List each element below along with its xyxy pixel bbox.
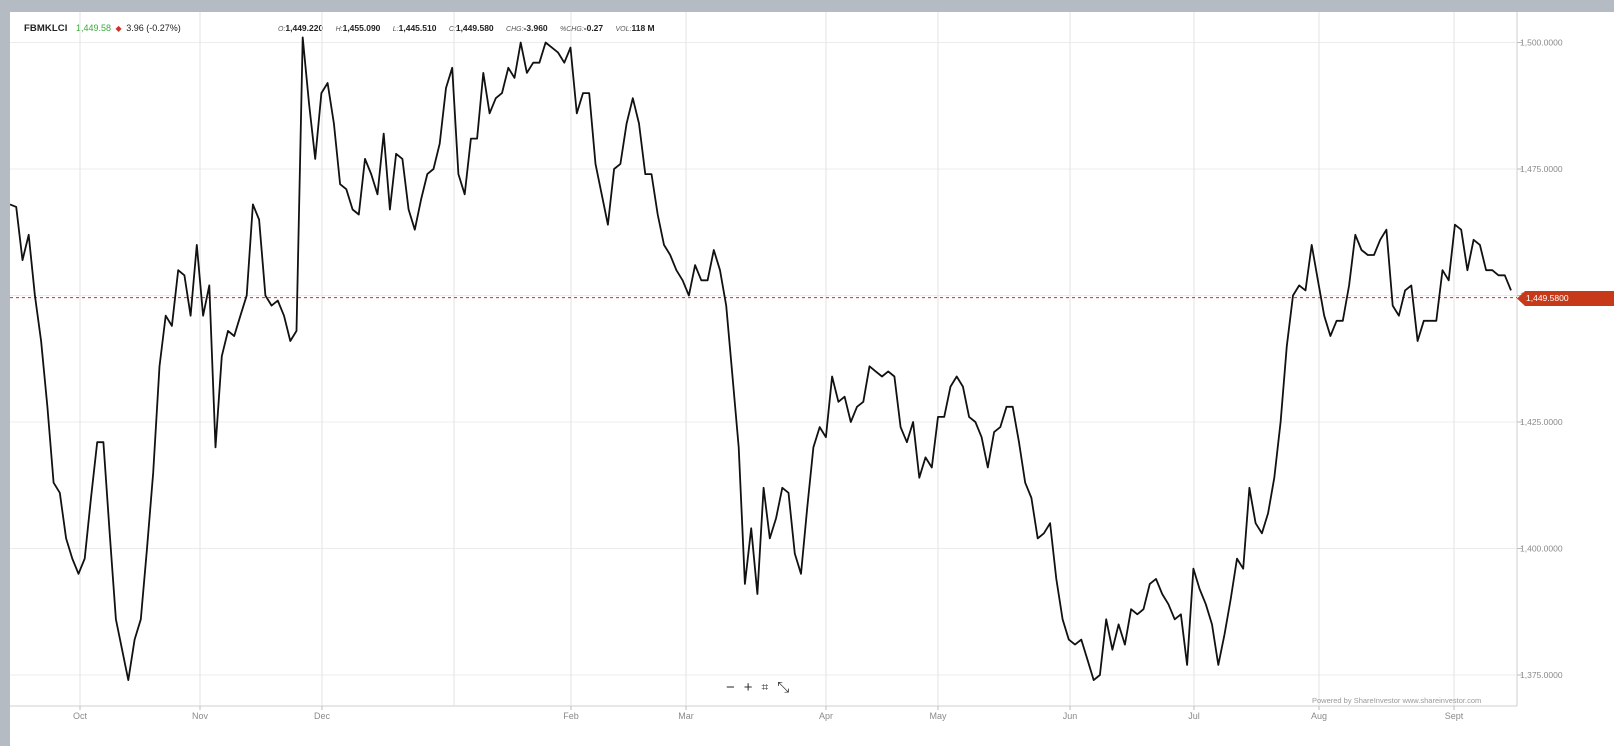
chart-panel: FBMKLCI 1,449.58 ◆ 3.96 (-0.27%) O:1,449… [10,12,1614,746]
x-tick-label: Sept [1445,711,1464,721]
pchg-value: -0.27 [583,23,604,33]
zoom-in-button[interactable]: + [743,678,753,696]
zoom-out-button[interactable]: − [726,678,735,696]
y-tick-label: 1,500.0000 [1520,38,1563,48]
price-line-series [10,36,1512,681]
y-tick-label: 1,475.0000 [1520,164,1563,174]
x-tick-label: Mar [678,711,694,721]
symbol-label: FBMKLCI [24,23,68,34]
expand-icon[interactable]: ⤡ [777,678,790,696]
zoom-controls: − + ⌗ ⤡ [718,676,814,698]
vol-value: 118 M [631,23,655,33]
chg-value: -3.960 [523,23,548,33]
high-value: 1,455.090 [342,23,381,33]
quote-header: FBMKLCI 1,449.58 ◆ 3.96 (-0.27%) [24,23,181,37]
x-tick-label: May [929,711,947,721]
x-tick-label: Oct [73,711,88,721]
y-tick-label: 1,400.0000 [1520,544,1563,554]
x-tick-label: Dec [314,711,331,721]
x-tick-label: Feb [563,711,579,721]
close-value: 1,449.580 [455,23,494,33]
y-tick-label: 1,425.0000 [1520,417,1563,427]
last-price-badge: 1,449.5800 [1517,291,1614,306]
powered-by: Powered by ShareInvestor www.shareinvest… [1312,696,1482,705]
price-change: 3.96 (-0.27%) [126,23,181,33]
x-tick-label: Jul [1188,711,1200,721]
y-tick-label: 1,375.0000 [1520,670,1563,680]
x-tick-label: Jun [1063,711,1078,721]
x-tick-label: Apr [819,711,833,721]
price-chart[interactable]: 1,375.00001,400.00001,425.00001,450.0000… [10,12,1614,746]
last-price: 1,449.58 [75,23,112,33]
low-value: 1,445.510 [398,23,437,33]
fit-icon[interactable]: ⌗ [761,680,769,694]
down-arrow-icon: ◆ [115,24,122,33]
x-tick-label: Nov [192,711,209,721]
x-tick-label: Aug [1311,711,1327,721]
ohlc-readout: O:1,449.220 H:1,455.090 L:1,445.510 C:1,… [278,23,655,33]
open-value: 1,449.220 [285,23,324,33]
